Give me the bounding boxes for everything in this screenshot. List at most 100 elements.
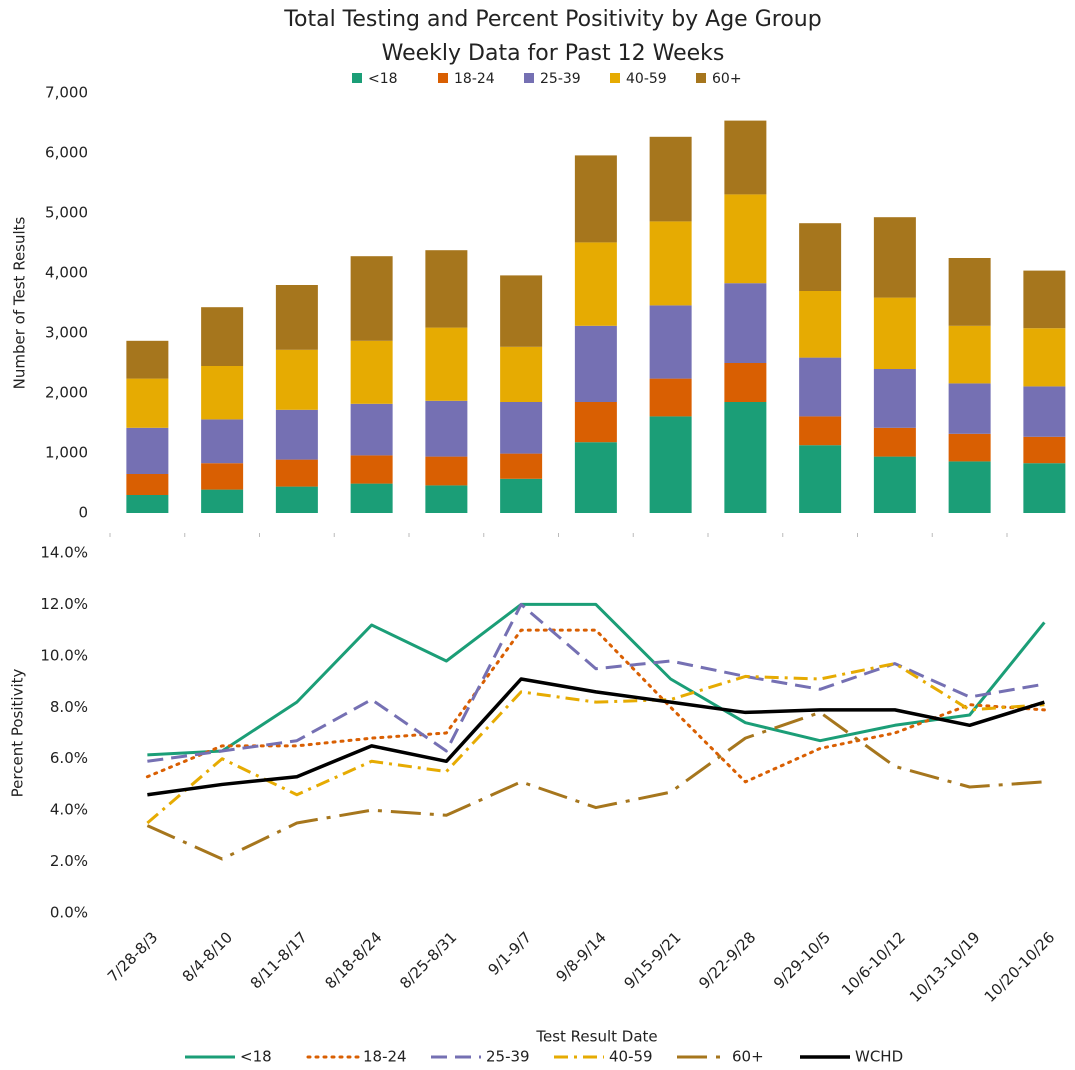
- x-axis-label: Test Result Date: [535, 1028, 657, 1046]
- legend-label: 18-24: [363, 1048, 407, 1066]
- legend-label: WCHD: [855, 1048, 903, 1066]
- y-tick-label: 3,000: [45, 324, 88, 342]
- bar-segment: [948, 325, 991, 384]
- bar-segment: [350, 340, 393, 404]
- y-tick-label: 5,000: [45, 204, 88, 222]
- bar-segment: [350, 403, 393, 456]
- y-tick-label: 6.0%: [50, 749, 88, 767]
- bar-segment: [1023, 463, 1066, 513]
- bar-segment: [724, 194, 767, 284]
- bar-segment: [649, 221, 692, 306]
- bar-segment: [724, 120, 767, 195]
- bar-segment: [201, 489, 244, 513]
- x-tick-label: 10/6-10/12: [838, 928, 909, 999]
- legend-swatch: [610, 73, 620, 83]
- line-series: [146, 710, 1045, 861]
- bar-segment: [873, 456, 916, 513]
- bar-segment: [948, 258, 991, 326]
- line-series: [147, 677, 1045, 797]
- bar-segment: [201, 366, 244, 420]
- legend-label: 60+: [732, 1048, 764, 1066]
- x-tick-label: 8/11-8/17: [247, 928, 311, 992]
- legend-label: 40-59: [626, 71, 667, 87]
- bar-segment: [275, 459, 318, 487]
- legend-swatch: [696, 73, 706, 83]
- line-series: [147, 602, 1045, 763]
- bar-segment: [425, 327, 468, 401]
- legend-swatch: [352, 73, 362, 83]
- bar-segment: [425, 400, 468, 457]
- legend-swatch: [524, 73, 534, 83]
- x-tick-label: 8/4-8/10: [179, 928, 236, 985]
- bar-segment: [799, 357, 842, 417]
- bar-segment: [425, 250, 468, 328]
- x-tick-label: 9/8-9/14: [552, 928, 609, 985]
- bar-segment: [649, 305, 692, 379]
- bar-segment: [500, 402, 543, 454]
- y-tick-label: 14.0%: [40, 544, 88, 562]
- y-tick-label: 8.0%: [50, 698, 88, 716]
- bar-segment: [126, 495, 169, 513]
- bar-segment: [350, 483, 393, 513]
- bar-segment: [948, 383, 991, 434]
- x-tick-label: 9/15-9/21: [620, 928, 684, 992]
- bar-segment: [350, 256, 393, 341]
- bar-segment: [649, 416, 692, 513]
- bar-segment: [799, 445, 842, 513]
- x-tick-label: 8/18-8/24: [321, 928, 385, 992]
- bar-segment: [873, 217, 916, 298]
- bar-segment: [425, 485, 468, 513]
- bar-segment: [649, 378, 692, 417]
- x-tick-label: 9/1-9/7: [484, 928, 535, 979]
- bar-segment: [1023, 386, 1066, 437]
- line-series: [145, 628, 1046, 784]
- bar-segment: [724, 363, 767, 402]
- y-tick-label: 1,000: [45, 444, 88, 462]
- y-tick-label: 12.0%: [40, 595, 88, 613]
- bar-segment: [649, 136, 692, 222]
- bar-segment: [1023, 436, 1066, 464]
- bar-segment: [201, 307, 244, 366]
- y-tick-label: 0: [78, 504, 88, 522]
- bar-segment: [574, 242, 617, 326]
- line-series: [146, 662, 1045, 825]
- bar-segment: [574, 325, 617, 402]
- bar-segment: [799, 291, 842, 358]
- legend-label: <18: [368, 71, 398, 87]
- bar-segment: [1023, 270, 1066, 329]
- x-tick-label: 10/13-10/19: [906, 928, 984, 1006]
- legend-label: 60+: [712, 71, 742, 87]
- bar-segment: [799, 223, 842, 291]
- bar-segment: [574, 402, 617, 443]
- bar-segment: [500, 453, 543, 479]
- y-tick-label: 10.0%: [40, 646, 88, 664]
- bar-segment: [500, 346, 543, 402]
- legend-label: 40-59: [609, 1048, 653, 1066]
- legend-label: 25-39: [540, 71, 581, 87]
- bar-segment: [873, 427, 916, 457]
- line-series: [147, 602, 1046, 757]
- bar-segment: [126, 378, 169, 428]
- y-tick-label: 4.0%: [50, 801, 88, 819]
- bar-segment: [574, 155, 617, 243]
- bar-segment: [873, 297, 916, 369]
- bar-segment: [1023, 328, 1066, 387]
- bar-segment: [275, 409, 318, 460]
- y-axis-label: Number of Test Results: [11, 216, 29, 389]
- bar-segment: [275, 486, 318, 513]
- y-tick-label: 7,000: [45, 84, 88, 102]
- y-tick-label: 0.0%: [50, 904, 88, 922]
- y-tick-label: 6,000: [45, 144, 88, 162]
- bar-segment: [201, 419, 244, 464]
- chart-title: Total Testing and Percent Positivity by …: [283, 7, 821, 32]
- x-tick-label: 8/25-8/31: [396, 928, 460, 992]
- y-tick-label: 2.0%: [50, 852, 88, 870]
- bar-segment: [500, 275, 543, 347]
- bar-segment: [724, 402, 767, 513]
- x-tick-label: 9/29-10/5: [770, 928, 834, 992]
- y-axis-label: Percent Positivity: [9, 669, 27, 798]
- x-tick-label: 9/22-9/28: [695, 928, 759, 992]
- bar-segment: [574, 442, 617, 513]
- bar-segment: [126, 427, 169, 474]
